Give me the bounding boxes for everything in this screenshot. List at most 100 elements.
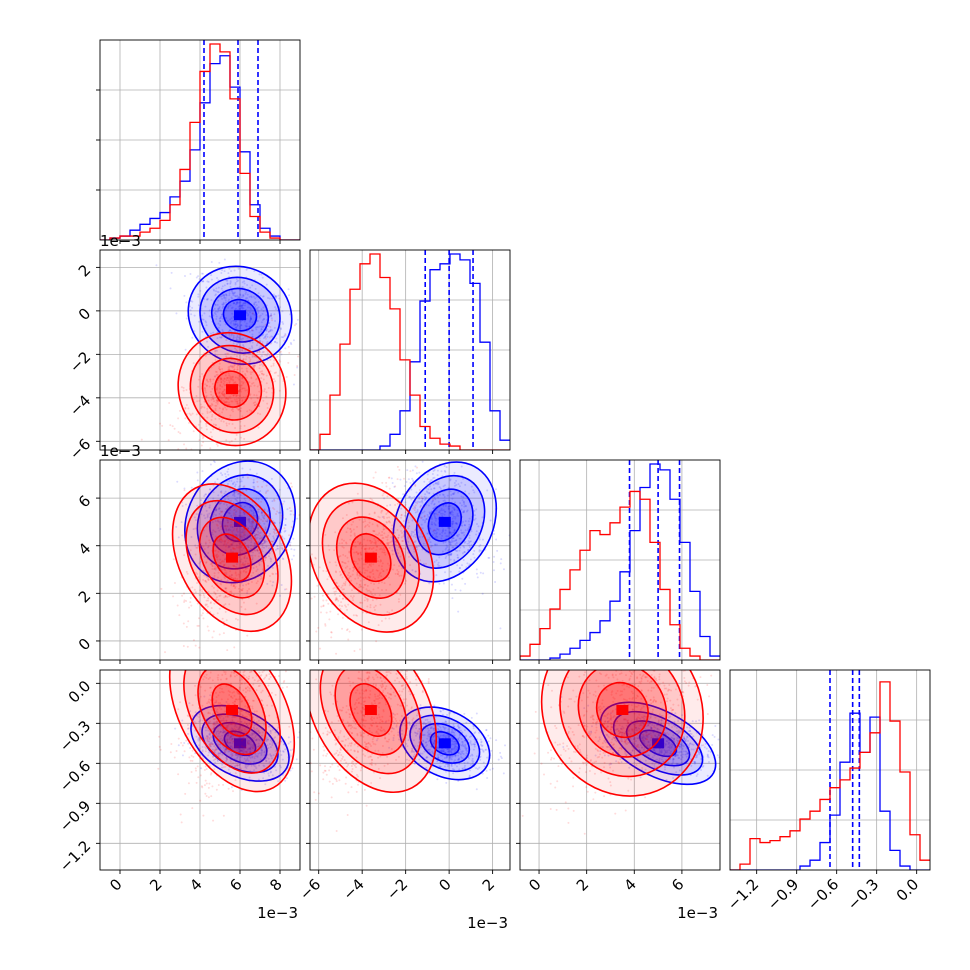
scatter-point [250, 377, 253, 380]
scatter-point [241, 376, 244, 379]
scatter-point [412, 480, 415, 483]
scatter-point [224, 374, 227, 377]
scatter-point [218, 391, 221, 394]
scatter-point [243, 505, 246, 508]
scatter-point [224, 353, 227, 356]
scatter-point [272, 293, 275, 296]
scatter-point [451, 511, 454, 514]
scatter-point [426, 514, 429, 517]
scatter-point [252, 521, 255, 524]
scatter-point [396, 465, 399, 468]
scatter-point [256, 412, 259, 415]
scatter-point [235, 336, 238, 339]
scatter-point [243, 387, 246, 390]
scatter-point [457, 514, 460, 517]
scatter-point [356, 553, 359, 556]
scatter-point [236, 368, 239, 371]
scatter-point [360, 553, 363, 556]
scatter-point [239, 410, 242, 413]
scatter-point [230, 574, 233, 577]
scatter-point [164, 651, 167, 654]
scatter-point [248, 506, 251, 509]
scatter-point [448, 548, 451, 551]
scatter-point [421, 497, 424, 500]
scatter-point [278, 359, 281, 362]
scatter-point [248, 295, 251, 298]
scatter-point [189, 549, 192, 552]
scatter-point [448, 532, 451, 535]
scatter-point [453, 508, 456, 511]
scatter-point [254, 404, 257, 407]
scatter-point [228, 401, 231, 404]
scatter-point [293, 324, 296, 327]
scatter-point [318, 566, 321, 569]
scatter-point [292, 339, 295, 342]
scatter-point [410, 534, 413, 537]
scatter-point [228, 603, 231, 606]
scatter-point [432, 470, 435, 473]
scatter-point [238, 575, 241, 578]
scatter-point [246, 314, 249, 317]
scatter-point [426, 473, 429, 476]
scatter-point [451, 492, 454, 495]
scatter-point [177, 536, 180, 539]
scatter-point [222, 407, 225, 410]
scatter-point [235, 338, 238, 341]
scatter-point [229, 285, 232, 288]
scatter-point [445, 544, 448, 547]
scatter-point [205, 603, 208, 606]
scatter-point [219, 594, 222, 597]
scatter-point [207, 399, 210, 402]
scatter-point [205, 394, 208, 397]
scatter-point [429, 541, 432, 544]
scatter-point [207, 545, 210, 548]
scatter-point [220, 420, 223, 423]
scatter-point [235, 510, 238, 513]
scatter-point [199, 419, 202, 422]
scatter-point [462, 558, 465, 561]
scatter-point [244, 608, 247, 611]
scatter-point [405, 538, 408, 541]
scatter-point [353, 532, 356, 535]
histogram-series-1 [100, 43, 300, 240]
scatter-point [430, 488, 433, 491]
scatter-point [460, 495, 463, 498]
scatter-point [454, 522, 457, 525]
scatter-point [223, 558, 226, 561]
scatter-point [212, 288, 215, 291]
scatter-point [192, 362, 195, 365]
scatter-point [241, 304, 244, 307]
scatter-point [245, 583, 248, 586]
scatter-point [257, 306, 260, 309]
scatter-point [273, 340, 276, 343]
scatter-point [262, 306, 265, 309]
scatter-point [464, 524, 467, 527]
scatter-point [263, 335, 266, 338]
scatter-point [221, 617, 224, 620]
scatter-point [195, 276, 198, 279]
scatter-point [238, 556, 241, 559]
scatter-point [245, 489, 248, 492]
scatter-point [220, 371, 223, 374]
scatter-point [423, 510, 426, 513]
scatter-point [218, 407, 221, 410]
scatter-point [204, 389, 207, 392]
scatter-point [451, 510, 454, 513]
scatter-point [475, 508, 478, 511]
scatter-point [207, 629, 210, 632]
scatter-point [195, 546, 198, 549]
scatter-point [229, 378, 232, 381]
scatter-point [442, 485, 445, 488]
scatter-point [473, 549, 476, 552]
scatter-point [216, 520, 219, 523]
scatter-point [289, 313, 292, 316]
scatter-point [468, 546, 471, 549]
scatter-point [264, 529, 267, 532]
scatter-point [247, 578, 250, 581]
scatter-point [204, 542, 207, 545]
scatter-point [226, 518, 229, 521]
scatter-point [213, 591, 216, 594]
scatter-point [379, 571, 382, 574]
scatter-point [265, 283, 268, 286]
scatter-point [456, 514, 459, 517]
